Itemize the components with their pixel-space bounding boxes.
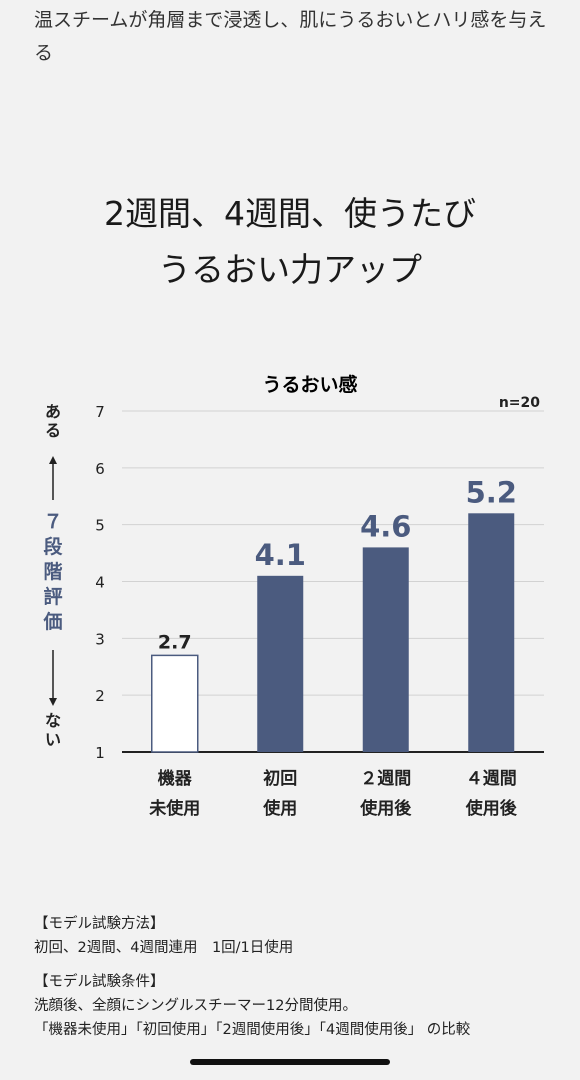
headline-line-2: うるおい力アップ xyxy=(158,250,422,289)
category-label: 使用後 xyxy=(359,798,412,819)
arrow-up-icon xyxy=(49,456,57,464)
home-indicator xyxy=(190,1059,390,1065)
y-tick-label: 1 xyxy=(95,744,105,762)
bar xyxy=(362,547,409,752)
intro-text: 温スチームが角層まで浸透し、肌にうるおいとハリ感を与える xyxy=(34,9,547,64)
data-label: 4.6 xyxy=(360,509,411,543)
data-label: 2.7 xyxy=(158,631,192,653)
y-tick-label: 7 xyxy=(95,403,105,421)
y-label-middle: 階 xyxy=(43,561,62,583)
conditions-text-1: 洗顔後、全顔にシングルスチーマー12分間使用。 xyxy=(34,998,357,1014)
moisture-bar-chart: うるおい感 n=20 1 2 3 4 5 6 7 2.7 4.1 4.6 5.2 機器未使用 初回使… xyxy=(42,373,544,819)
y-tick-label: 5 xyxy=(95,517,105,535)
y-label-middle: 段 xyxy=(43,535,63,558)
category-labels: 機器未使用 初回使用 ２週間使用後 ４週間使用後 xyxy=(148,768,517,819)
y-axis-ticks: 1 2 3 4 5 6 7 xyxy=(95,403,105,762)
y-tick-label: 4 xyxy=(95,574,105,592)
method-heading: 【モデル試験方法】 xyxy=(34,916,165,932)
arrow-down-icon xyxy=(49,698,57,706)
y-tick-label: 6 xyxy=(95,460,105,478)
y-label-middle: 評 xyxy=(43,585,62,608)
method-text: 初回、2週間、4週間連用 1回/1日使用 xyxy=(34,940,294,956)
bar xyxy=(257,575,304,752)
y-tick-label: 3 xyxy=(95,630,105,648)
category-label: 初回 xyxy=(263,768,297,789)
category-label: 使用後 xyxy=(465,798,518,819)
y-label-middle: 価 xyxy=(42,611,62,633)
y-label-top: あ xyxy=(45,402,61,421)
y-label-middle: ７ xyxy=(43,511,62,533)
conditions-heading: 【モデル試験条件】 xyxy=(34,974,165,990)
data-label: 5.2 xyxy=(466,475,517,509)
y-tick-label: 2 xyxy=(95,687,105,705)
bar xyxy=(151,654,199,753)
headline-line-1: 2週間、4週間、使うたび xyxy=(104,194,476,233)
category-label: 使用 xyxy=(262,798,297,819)
y-label-bottom: い xyxy=(45,730,61,749)
conditions-text-2: 「機器未使用」「初回使用」「2週間使用後」「4週間使用後」 の比較 xyxy=(34,1022,471,1038)
chart-title: うるおい感 xyxy=(262,373,357,396)
y-label-top: る xyxy=(45,421,61,440)
value-labels: 2.7 4.1 4.6 5.2 xyxy=(158,475,517,653)
bar xyxy=(468,513,515,752)
sample-size-label: n=20 xyxy=(499,395,540,411)
y-label-bottom: な xyxy=(45,711,61,730)
bars xyxy=(151,513,515,753)
test-notes: 【モデル試験方法】 初回、2週間、4週間連用 1回/1日使用 【モデル試験条件】… xyxy=(34,912,564,1042)
headline: 2週間、4週間、使うたび うるおい力アップ xyxy=(0,186,580,298)
data-label: 4.1 xyxy=(255,538,306,572)
category-label: 未使用 xyxy=(148,798,200,819)
category-label: ２週間 xyxy=(360,769,411,789)
category-label: 機器 xyxy=(158,768,193,789)
category-label: ４週間 xyxy=(466,769,517,789)
